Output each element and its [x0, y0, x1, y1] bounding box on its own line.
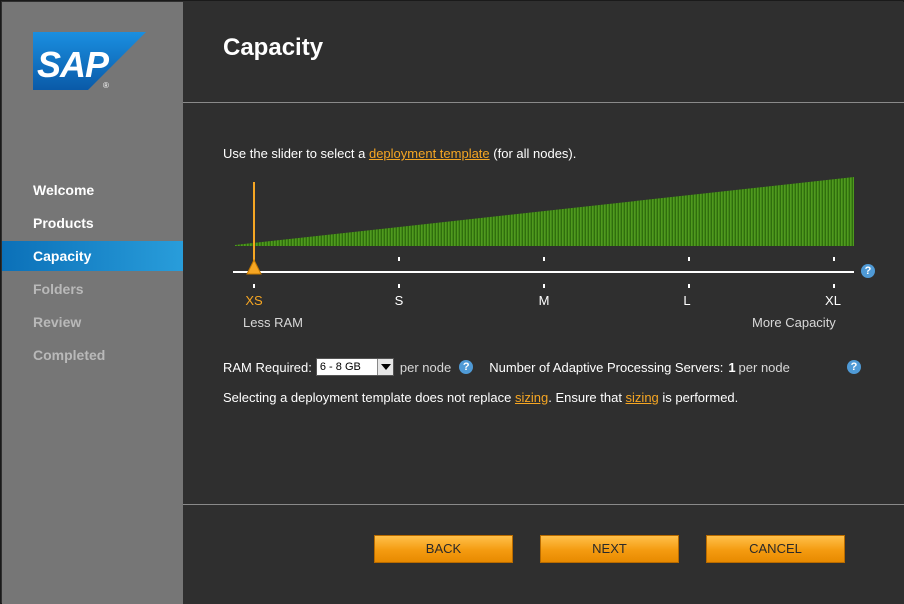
- header-divider: [183, 102, 904, 103]
- tick-label-l[interactable]: L: [683, 293, 691, 308]
- less-ram-label: Less RAM: [243, 315, 303, 330]
- main-panel: Capacity Use the slider to select a depl…: [183, 2, 904, 604]
- ram-help-icon[interactable]: ?: [459, 360, 474, 374]
- ram-required-label: RAM Required:: [223, 359, 312, 375]
- slider-thumb[interactable]: [246, 258, 262, 275]
- chevron-down-icon[interactable]: [376, 359, 393, 375]
- ram-required-select[interactable]: 6 - 8 GB: [315, 358, 394, 376]
- deployment-template-link[interactable]: deployment template: [368, 146, 490, 161]
- aps-per-node-label: per node: [738, 359, 790, 375]
- page-title: Capacity: [223, 34, 324, 61]
- sidebar-item-folders: Folders: [33, 281, 84, 297]
- tick-label-xl[interactable]: XL: [825, 293, 841, 308]
- footer-divider: [183, 504, 904, 505]
- note-suffix: is performed.: [658, 390, 739, 405]
- logo-text: SAP: [37, 44, 110, 85]
- ram-required-value: 6 - 8 GB: [319, 361, 361, 373]
- sidebar-item-completed: Completed: [33, 347, 106, 363]
- note-prefix: Selecting a deployment template does not…: [223, 390, 515, 405]
- logo-registered-mark: ®: [103, 81, 109, 90]
- back-button[interactable]: BACK: [374, 535, 513, 563]
- aps-help-icon[interactable]: ?: [847, 360, 861, 374]
- note-middle: . Ensure that: [548, 390, 626, 405]
- sizing-link-1[interactable]: sizing: [514, 390, 549, 405]
- instruction-text: Use the slider to select a deployment te…: [223, 146, 576, 161]
- instruction-suffix: (for all nodes).: [489, 146, 577, 161]
- capacity-wedge: [235, 177, 854, 246]
- sizing-link-2[interactable]: sizing: [625, 390, 659, 405]
- instruction-prefix: Use the slider to select a: [223, 146, 369, 161]
- aps-label: Number of Adaptive Processing Servers:: [489, 359, 724, 375]
- more-capacity-label: More Capacity: [752, 315, 836, 330]
- ram-per-node-label: per node: [399, 359, 452, 375]
- tick-marks: [253, 257, 835, 288]
- sidebar-item-products[interactable]: Products: [33, 215, 94, 231]
- next-button[interactable]: NEXT: [540, 535, 679, 563]
- tick-label-xs[interactable]: XS: [245, 293, 263, 308]
- wizard-steps: Welcome Products Capacity Folders Review…: [2, 174, 192, 372]
- sidebar-item-review: Review: [33, 314, 82, 330]
- sap-logo: SAP ®: [33, 32, 146, 90]
- sidebar-item-welcome[interactable]: Welcome: [33, 182, 95, 198]
- sidebar-item-capacity[interactable]: Capacity: [2, 241, 192, 279]
- aps-value: 1: [728, 359, 736, 375]
- sidebar: SAP ® Welcome Products Capacity Folders …: [2, 2, 192, 604]
- slider-help-icon[interactable]: ?: [861, 264, 875, 278]
- cancel-button[interactable]: CANCEL: [706, 535, 845, 563]
- capacity-slider[interactable]: [223, 174, 883, 292]
- sizing-note: Selecting a deployment template does not…: [223, 390, 738, 405]
- tick-label-m[interactable]: M: [538, 293, 550, 308]
- tick-label-s[interactable]: S: [394, 293, 404, 308]
- ram-row: RAM Required: 6 - 8 GB per node ? Number…: [223, 358, 790, 376]
